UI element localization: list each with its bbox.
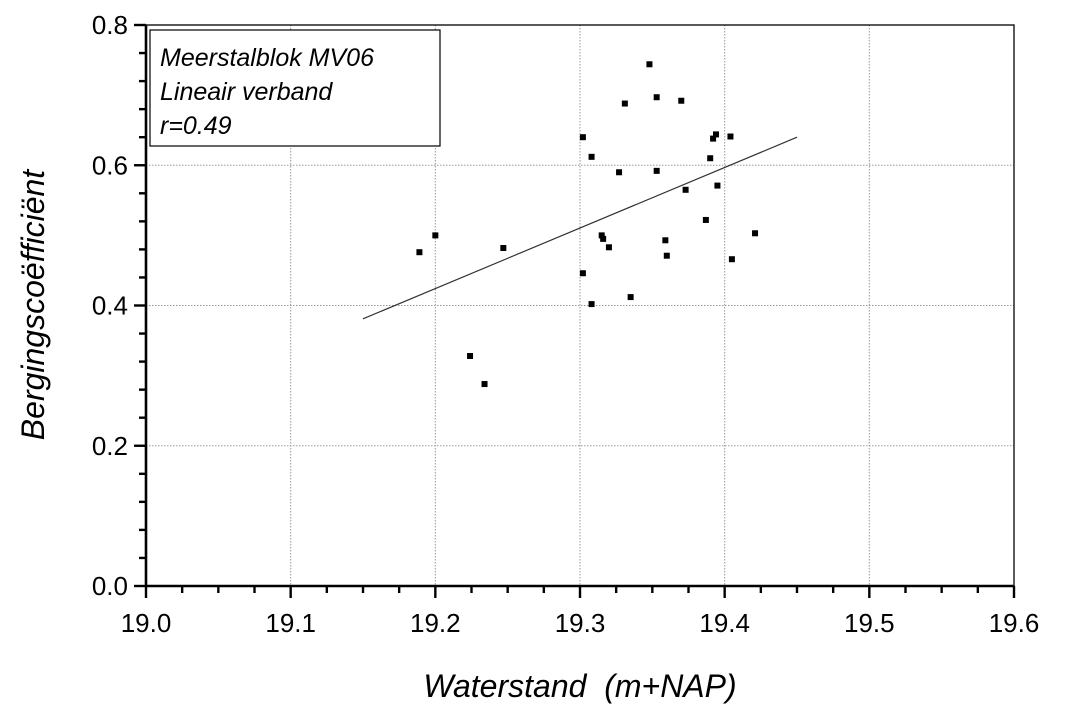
- tick-labels: 19.0 19.1 19.2 19.3 19.4 19.5 19.6 0.0 0.2 0.4 0.6…: [92, 10, 1039, 638]
- legend-box: Meerstalblok MV06 Lineair verband r=0.49: [149, 29, 441, 147]
- data-point: [621, 100, 628, 107]
- data-point: [616, 169, 623, 176]
- fit-line-group: [362, 136, 798, 320]
- data-point: [646, 61, 653, 68]
- data-point: [712, 131, 719, 138]
- data-point: [710, 135, 717, 142]
- x-tick-label: 19.2: [410, 608, 461, 638]
- y-tick-label: 0.0: [92, 571, 128, 601]
- data-point: [600, 235, 607, 242]
- x-axis-title: Waterstand (m+NAP): [423, 668, 736, 704]
- data-point: [702, 216, 709, 223]
- data-point: [588, 301, 595, 308]
- x-tick-label: 19.0: [121, 608, 172, 638]
- x-tick-label: 19.1: [265, 608, 316, 638]
- data-point: [432, 232, 439, 239]
- fit-line: [362, 136, 798, 320]
- data-point: [500, 244, 507, 251]
- data-point: [682, 186, 689, 193]
- data-point: [714, 182, 721, 189]
- data-point: [707, 155, 714, 162]
- data-point: [752, 230, 759, 237]
- data-point: [653, 94, 660, 101]
- y-tick-label: 0.2: [92, 431, 128, 461]
- data-point: [678, 97, 685, 104]
- y-axis-title: Bergingscoëfficiënt: [15, 169, 51, 440]
- data-point: [627, 294, 634, 301]
- tick-marks: [134, 23, 1016, 598]
- x-tick-label: 19.4: [699, 608, 750, 638]
- data-point: [727, 133, 734, 140]
- x-tick-label: 19.6: [989, 608, 1040, 638]
- x-tick-label: 19.3: [555, 608, 606, 638]
- y-tick-label: 0.8: [92, 10, 128, 40]
- y-tick-label: 0.6: [92, 150, 128, 180]
- data-point: [579, 270, 586, 277]
- data-points: [416, 61, 759, 388]
- data-point: [728, 256, 735, 263]
- legend-title: Meerstalblok MV06: [160, 44, 374, 72]
- y-tick-label: 0.4: [92, 291, 128, 321]
- legend-r-value: r=0.49: [160, 112, 232, 140]
- data-point: [481, 381, 488, 388]
- data-point: [605, 244, 612, 251]
- data-point: [598, 232, 605, 239]
- data-point: [662, 237, 669, 244]
- data-point: [579, 134, 586, 141]
- data-point: [588, 153, 595, 160]
- data-point: [416, 249, 423, 256]
- x-tick-label: 19.5: [844, 608, 895, 638]
- data-point: [467, 352, 474, 359]
- data-point: [653, 167, 660, 174]
- data-point: [663, 252, 670, 259]
- legend-fit-label: Lineair verband: [160, 78, 333, 106]
